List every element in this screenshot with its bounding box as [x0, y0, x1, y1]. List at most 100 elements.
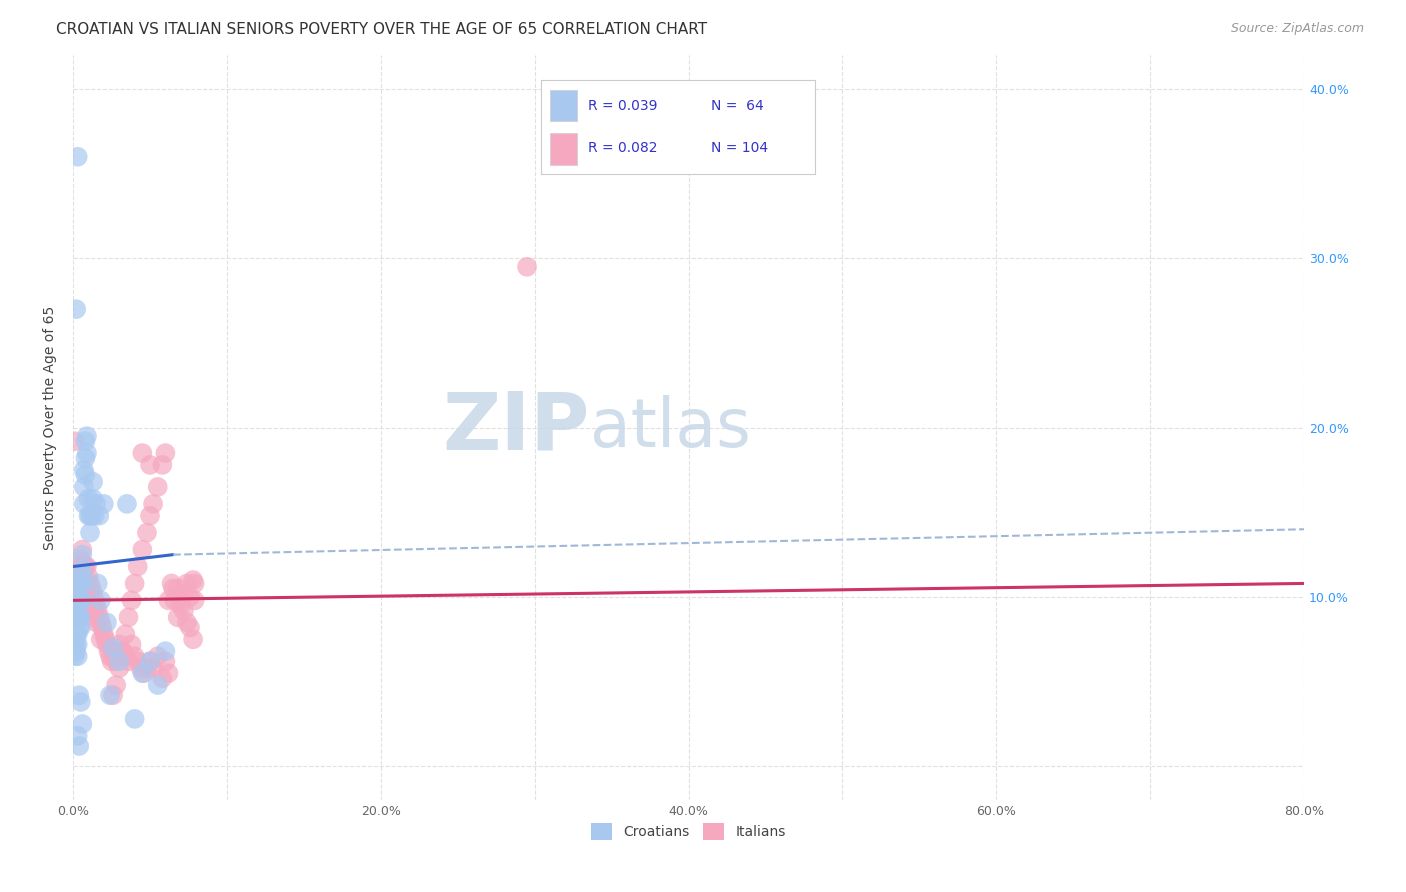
Point [90, 615, 112, 630]
Point [82, 603, 104, 617]
Point [75, 468, 97, 483]
Point [124, 576, 146, 591]
Point [63, 615, 86, 630]
Point [105, 654, 128, 668]
Point [84, 615, 107, 630]
Point [67, 688, 90, 702]
Point [129, 661, 152, 675]
Point [117, 654, 139, 668]
Point [73, 463, 96, 477]
Point [66, 610, 89, 624]
Point [63, 649, 86, 664]
Point [69, 553, 91, 567]
Point [63, 593, 86, 607]
Point [97, 644, 120, 658]
Point [131, 446, 153, 460]
Point [83, 593, 105, 607]
Point [69, 593, 91, 607]
Point [136, 525, 159, 540]
Point [100, 654, 122, 668]
Point [84, 497, 107, 511]
Point [142, 497, 165, 511]
Point [150, 671, 173, 685]
Point [79, 593, 101, 607]
Point [146, 649, 169, 664]
Point [86, 576, 108, 591]
Point [104, 649, 127, 664]
Point [150, 458, 173, 472]
Point [77, 569, 100, 583]
Point [101, 640, 124, 655]
Point [67, 610, 90, 624]
Point [93, 497, 115, 511]
Bar [550, 89, 576, 121]
Point [96, 615, 118, 630]
Point [101, 644, 124, 658]
Point [157, 666, 180, 681]
Point [72, 542, 94, 557]
Text: Source: ZipAtlas.com: Source: ZipAtlas.com [1230, 22, 1364, 36]
Point [76, 576, 98, 591]
Point [176, 576, 198, 591]
Point [65, 644, 87, 658]
Point [73, 480, 96, 494]
Point [66, 599, 89, 613]
Point [89, 610, 111, 624]
Point [69, 610, 91, 624]
Point [66, 586, 89, 600]
Point [127, 559, 149, 574]
Bar [550, 133, 576, 164]
Point [77, 586, 100, 600]
Text: ZIP: ZIP [443, 389, 591, 467]
Point [67, 559, 90, 574]
Y-axis label: Seniors Poverty Over the Age of 65: Seniors Poverty Over the Age of 65 [44, 306, 58, 549]
Point [173, 603, 195, 617]
Point [66, 637, 89, 651]
Point [77, 508, 100, 523]
Point [72, 717, 94, 731]
Point [115, 497, 138, 511]
Point [65, 620, 87, 634]
Point [82, 475, 104, 489]
Text: atlas: atlas [591, 394, 751, 460]
Legend: Croatians, Italians: Croatians, Italians [586, 817, 792, 846]
Point [105, 678, 128, 692]
Point [69, 565, 91, 579]
Point [146, 678, 169, 692]
Text: CROATIAN VS ITALIAN SENIORS POVERTY OVER THE AGE OF 65 CORRELATION CHART: CROATIAN VS ITALIAN SENIORS POVERTY OVER… [56, 22, 707, 37]
Point [176, 615, 198, 630]
Point [65, 599, 87, 613]
Point [75, 451, 97, 466]
Point [67, 739, 90, 753]
Text: N =  64: N = 64 [711, 99, 763, 112]
Point [75, 593, 97, 607]
Point [181, 573, 204, 587]
Point [114, 649, 136, 664]
Point [90, 632, 112, 647]
Point [84, 599, 107, 613]
Point [157, 593, 180, 607]
Point [72, 559, 94, 574]
Point [127, 654, 149, 668]
Point [162, 582, 184, 596]
Point [155, 446, 177, 460]
Point [66, 150, 89, 164]
Point [65, 627, 87, 641]
Point [131, 666, 153, 681]
Point [75, 576, 97, 591]
Point [94, 632, 117, 647]
Point [155, 654, 177, 668]
Point [69, 576, 91, 591]
Point [124, 649, 146, 664]
Point [82, 491, 104, 506]
Point [108, 654, 131, 668]
Point [139, 654, 162, 668]
Point [79, 508, 101, 523]
Point [111, 644, 134, 658]
Point [108, 661, 131, 675]
Point [72, 565, 94, 579]
Point [86, 603, 108, 617]
Point [79, 576, 101, 591]
Point [76, 559, 98, 574]
Point [76, 429, 98, 443]
